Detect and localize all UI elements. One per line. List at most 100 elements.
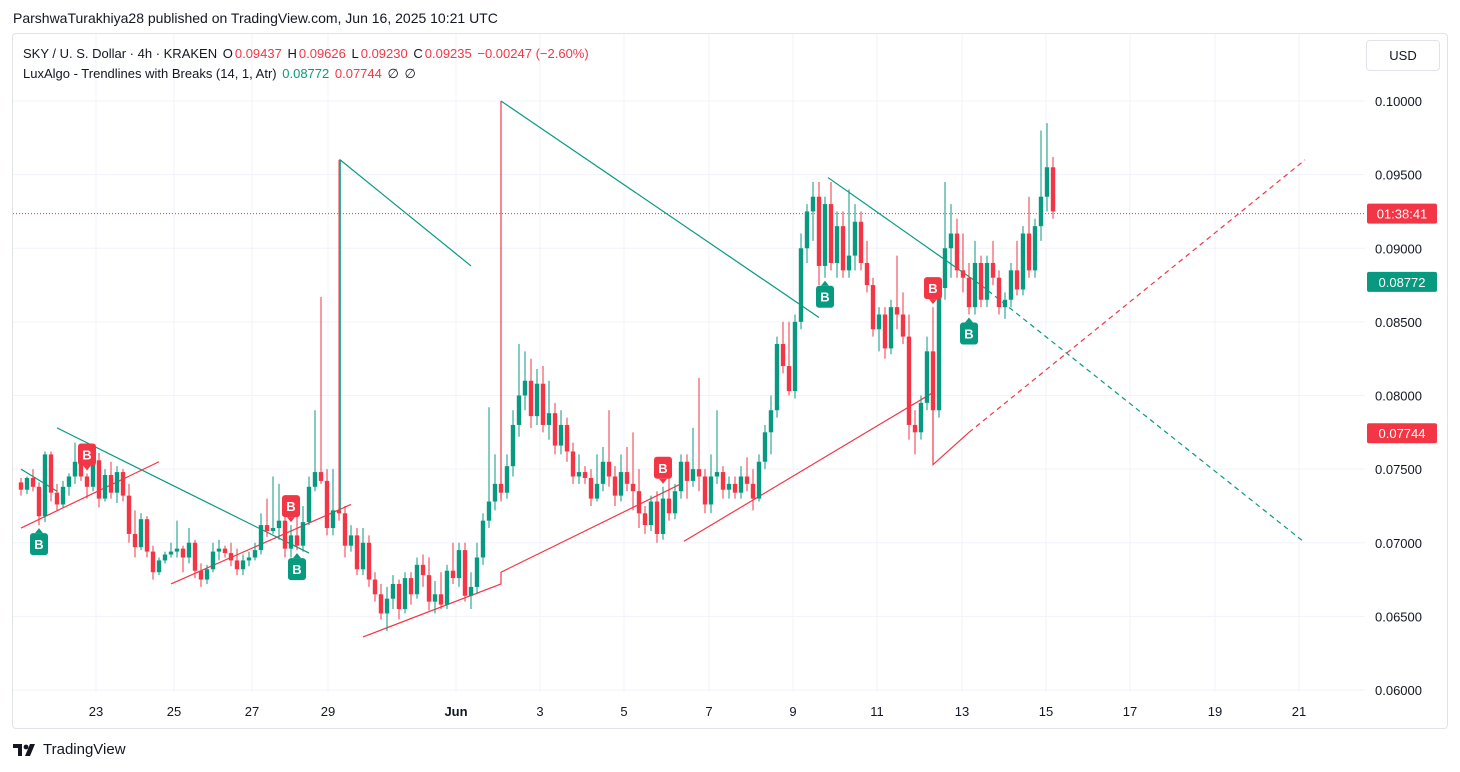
symbol-title[interactable]: SKY / U. S. Dollar · 4h · KRAKEN <box>23 46 218 61</box>
candle <box>30 469 36 492</box>
candle-body <box>660 498 666 534</box>
candle-body <box>918 402 924 433</box>
candle-body <box>882 314 888 349</box>
candle-body <box>552 413 558 446</box>
candle-body <box>828 204 834 263</box>
candle-body <box>504 466 510 493</box>
candle <box>456 542 462 587</box>
candle-body <box>846 255 852 271</box>
candle-body <box>834 226 840 263</box>
candle-body <box>276 520 282 529</box>
candle <box>636 469 642 529</box>
x-tick-label: 29 <box>321 704 335 719</box>
candle-body <box>1020 233 1026 290</box>
candle <box>906 314 912 440</box>
candle <box>402 572 408 614</box>
candle-body <box>240 560 246 570</box>
y-tick-label: 0.07000 <box>1375 536 1422 551</box>
candle <box>114 466 120 503</box>
candle <box>540 366 546 433</box>
candle <box>228 542 234 567</box>
candle-body <box>840 226 846 271</box>
candle-body <box>36 486 42 517</box>
candle <box>84 473 90 499</box>
x-tick-label: 3 <box>536 704 543 719</box>
candle-body <box>132 533 138 548</box>
candle <box>780 321 786 374</box>
chart-legend: SKY / U. S. Dollar · 4h · KRAKEN O 0.0943… <box>23 44 591 84</box>
candle <box>576 454 582 484</box>
candle <box>468 572 474 610</box>
candle <box>216 539 222 561</box>
candle <box>654 491 660 543</box>
candle <box>1044 123 1050 212</box>
candle-body <box>654 501 660 534</box>
candle <box>162 551 168 564</box>
candle-body <box>174 548 180 552</box>
indicator-row: LuxAlgo - Trendlines with Breaks (14, 1,… <box>23 64 591 84</box>
candle <box>774 336 780 418</box>
candle <box>996 270 1002 315</box>
candle-body <box>468 586 474 596</box>
chart-canvas[interactable]: B B B B B B B B 0.10000 0.09500 0.09000 0.08500 0.08… <box>13 34 1448 729</box>
x-tick-label: 5 <box>620 704 627 719</box>
trendline <box>683 392 934 542</box>
candle <box>102 469 108 502</box>
close-value: 0.09235 <box>424 46 472 61</box>
candle-body <box>18 482 24 490</box>
candle-body <box>1014 270 1020 290</box>
change-value: −0.00247 (−2.60%) <box>477 46 589 61</box>
candle <box>948 204 954 278</box>
candle <box>36 482 42 526</box>
candle-body <box>516 395 522 425</box>
candle-body <box>168 551 174 555</box>
candle-body <box>324 480 330 529</box>
candle <box>252 542 258 561</box>
candle-body <box>1032 226 1038 271</box>
candle-body <box>96 460 102 499</box>
candle <box>858 211 864 271</box>
open-label: O <box>222 46 233 61</box>
candle-body <box>342 513 348 546</box>
candle-body <box>720 472 726 490</box>
candle <box>474 542 480 595</box>
candle <box>240 554 246 576</box>
candle-body <box>150 551 156 573</box>
candle <box>480 513 486 565</box>
candle-body <box>492 483 498 502</box>
signal-label: B <box>964 327 973 342</box>
signal-badge: B <box>78 443 96 471</box>
candle-body <box>954 233 960 271</box>
signal-pointer <box>287 517 295 523</box>
candle-body <box>768 410 774 433</box>
candle <box>348 525 354 552</box>
candle <box>558 410 564 455</box>
publish-caption: ParshwaTurakhiya28 published on TradingV… <box>13 10 498 26</box>
candle-body <box>570 451 576 477</box>
candle <box>918 395 924 440</box>
indicator-title[interactable]: LuxAlgo - Trendlines with Breaks (14, 1,… <box>23 66 277 81</box>
candle-body <box>348 535 354 546</box>
candle <box>66 473 72 496</box>
x-tick-label: 11 <box>870 704 884 719</box>
candle <box>648 495 654 531</box>
candle <box>852 204 858 271</box>
candle-body <box>900 314 906 337</box>
candle <box>606 410 612 487</box>
candle-body <box>204 569 210 580</box>
candle-body <box>438 594 444 605</box>
candle <box>48 451 54 502</box>
candle-body <box>114 472 120 493</box>
candle-body <box>630 483 636 492</box>
candle <box>936 277 942 418</box>
candle <box>702 469 708 514</box>
candle <box>360 528 366 576</box>
signal-label: B <box>820 290 829 305</box>
candle-body <box>750 483 756 499</box>
candle-body <box>366 542 372 580</box>
candle-body <box>798 248 804 322</box>
candle-body <box>456 550 462 579</box>
candle-body <box>528 380 534 417</box>
currency-button[interactable]: USD <box>1366 40 1440 71</box>
chart-frame[interactable]: B B B B B B B B 0.10000 0.09500 0.09000 0.08500 0.08… <box>12 33 1448 729</box>
